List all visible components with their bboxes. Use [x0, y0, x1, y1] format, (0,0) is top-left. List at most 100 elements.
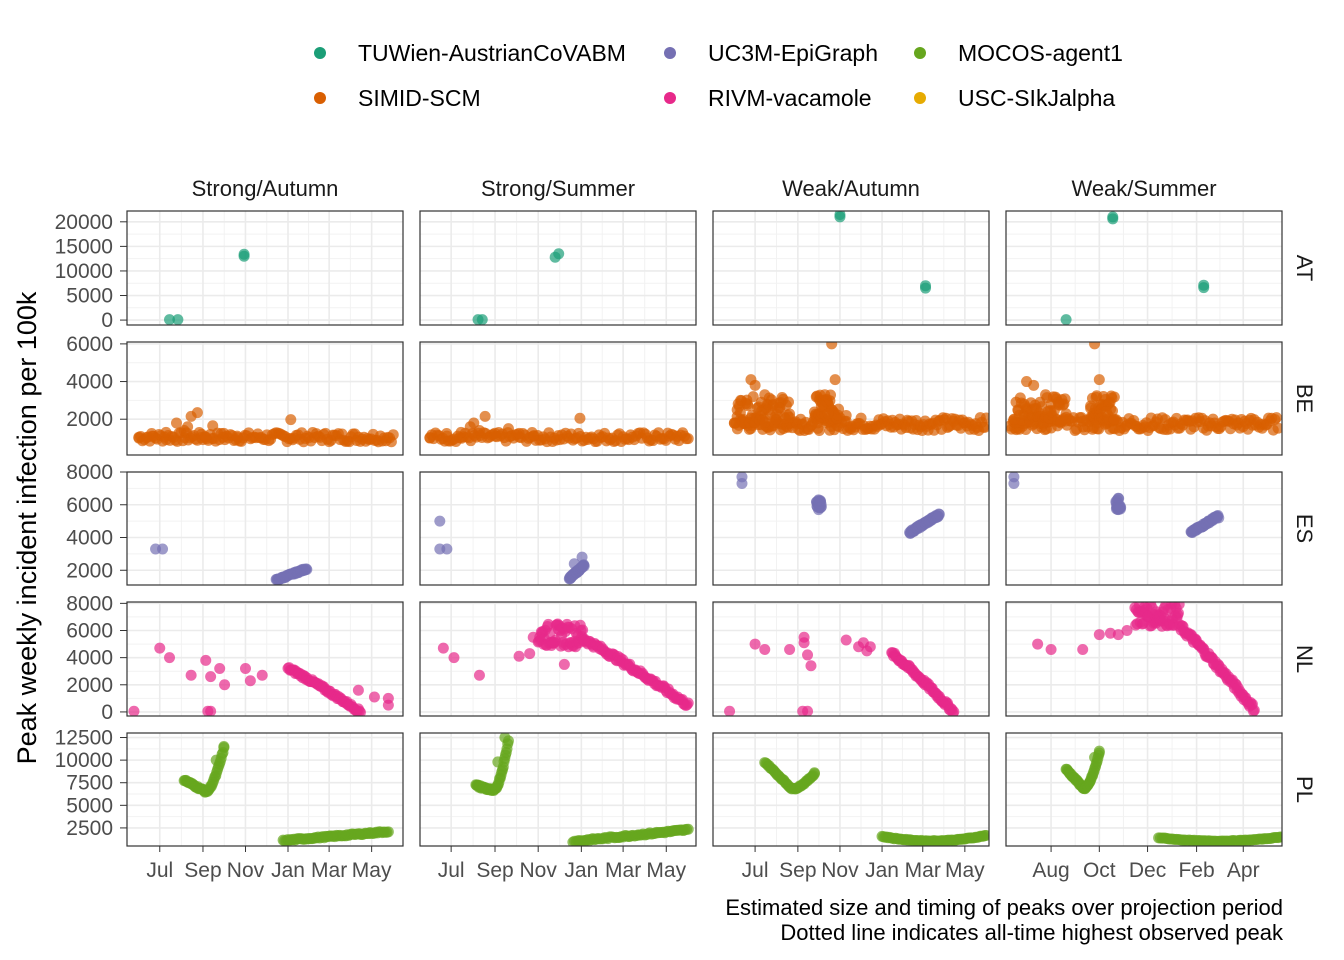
facet-panel — [1005, 210, 1283, 326]
panel-points — [128, 642, 394, 716]
panel-points — [437, 618, 694, 712]
data-point — [980, 412, 989, 424]
data-point — [933, 508, 945, 520]
x-tick-label: Sep — [779, 859, 816, 882]
data-point — [755, 396, 767, 408]
data-point — [1112, 492, 1124, 504]
data-point — [736, 477, 748, 489]
data-point — [239, 663, 251, 674]
data-point — [1276, 831, 1282, 843]
panel-border — [419, 210, 697, 326]
data-point — [164, 314, 176, 325]
legend-label: SIMID-SCM — [358, 85, 481, 111]
panel-points — [1008, 472, 1225, 538]
y-tick-label: 10000 — [55, 749, 113, 772]
data-point — [434, 515, 446, 527]
legend: TUWien-AustrianCoVABM UC3M-EpiGraph MOCOS-… — [314, 40, 1123, 111]
facet-panels: 0500010000150002000020004000600020004000… — [55, 210, 1283, 882]
legend-label: MOCOS-agent1 — [958, 40, 1123, 66]
data-point — [160, 426, 172, 438]
y-tick-label: 8000 — [66, 461, 113, 484]
caption-line-2: Dotted line indicates all-time highest o… — [780, 920, 1284, 945]
panel-points — [724, 631, 960, 716]
data-point — [1032, 638, 1044, 650]
facet-row-label: PL — [1292, 776, 1317, 803]
data-point — [864, 641, 876, 653]
data-point — [285, 414, 297, 426]
data-point — [759, 644, 771, 655]
y-tick-label: 4000 — [66, 527, 113, 550]
data-point — [1077, 644, 1089, 655]
legend-label: RIVM-vacamole — [708, 85, 872, 111]
data-point — [448, 652, 460, 664]
panel-border — [712, 471, 990, 586]
data-point — [826, 342, 838, 350]
data-point — [524, 648, 536, 660]
x-tick-label: Jul — [146, 859, 173, 882]
data-point — [798, 637, 810, 649]
facet-panel — [419, 732, 697, 847]
data-point — [387, 429, 399, 441]
facet-panel — [712, 341, 990, 456]
data-point — [473, 669, 485, 681]
x-tick-label: Jan — [865, 859, 899, 882]
x-tick-label: Feb — [1178, 859, 1214, 882]
data-point — [476, 314, 488, 325]
data-point — [1198, 279, 1210, 291]
data-point — [464, 421, 476, 433]
y-tick-label: 12500 — [55, 727, 113, 750]
data-point — [368, 691, 380, 703]
data-point — [553, 248, 565, 260]
panel-border — [126, 341, 404, 456]
data-point — [784, 411, 796, 423]
facet-panel — [1005, 732, 1283, 847]
data-point — [980, 829, 989, 841]
data-point — [747, 391, 759, 403]
y-tick-label: 0 — [101, 309, 113, 332]
data-point — [762, 404, 774, 416]
data-point — [808, 767, 820, 779]
data-point — [1008, 413, 1020, 425]
data-point — [784, 644, 796, 655]
legend-item: RIVM-vacamole — [664, 85, 872, 111]
data-point — [154, 642, 166, 654]
facet-row-label: BE — [1292, 384, 1317, 413]
facet-row-label: AT — [1292, 255, 1317, 281]
legend-key — [664, 47, 676, 59]
data-point — [813, 504, 825, 516]
data-point — [577, 624, 589, 636]
data-point — [1112, 629, 1124, 641]
y-tick-label: 6000 — [66, 333, 113, 356]
facet-strips: Strong/Autumn Strong/Summer Weak/Autumn Wea… — [192, 176, 1317, 803]
data-point — [682, 823, 694, 835]
panel-points — [728, 342, 989, 437]
x-tick-label: Nov — [227, 859, 265, 882]
data-point — [1040, 389, 1052, 401]
facet-panel — [712, 732, 990, 847]
data-point — [1077, 415, 1089, 427]
data-point — [231, 430, 243, 442]
x-tick-label: Sep — [476, 859, 513, 882]
data-point — [219, 679, 231, 691]
data-point — [979, 421, 989, 433]
panel-points — [133, 407, 399, 448]
facet-panel — [419, 471, 697, 586]
panel-border — [126, 732, 404, 847]
facet-panel — [712, 471, 990, 586]
x-tick-label: Jul — [742, 859, 769, 882]
panel-border — [1005, 341, 1283, 456]
data-point — [185, 669, 197, 681]
data-point — [1034, 396, 1046, 408]
panel-border — [126, 471, 404, 586]
y-tick-label: 0 — [101, 701, 113, 724]
data-point — [499, 733, 511, 744]
data-point — [1028, 379, 1040, 391]
legend-key — [914, 92, 926, 104]
data-point — [424, 432, 436, 444]
data-point — [682, 697, 694, 709]
data-point — [354, 706, 366, 716]
panel-border — [419, 341, 697, 456]
x-tick-label: Dec — [1129, 859, 1166, 882]
panel-points — [1060, 745, 1282, 846]
data-point — [146, 430, 158, 442]
